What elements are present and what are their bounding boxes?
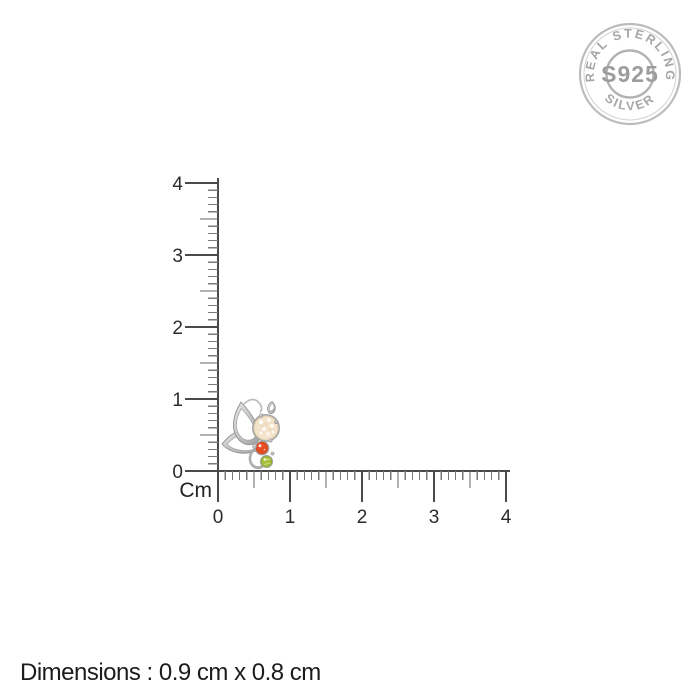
vertical-ruler-label-2: 2 [172,318,183,339]
vertical-ruler-label-0: 0 [172,462,183,483]
vertical-ruler-label-1: 1 [172,390,183,411]
back-wing-outline [243,398,263,413]
seal-arc-bottom-text: SILVER [602,91,658,114]
earring-image [221,398,280,470]
seal-s925-text: S925 [601,61,659,87]
opal-texture [259,418,275,436]
vertical-ruler-label-3: 3 [172,246,183,267]
horizontal-ruler-label-0: 0 [213,507,224,528]
ruler-unit-label: Cm [179,479,212,502]
seal-center-ring [605,49,655,99]
vertical-ruler-label-4: 4 [172,174,183,195]
peridot-stone [259,454,274,469]
horizontal-ruler-label-1: 1 [285,507,296,528]
opal-stone [251,413,280,442]
dimensions-caption: Dimensions : 0.9 cm x 0.8 cm [20,659,321,686]
top-leaf [267,401,276,414]
horizontal-ruler-label-2: 2 [357,507,368,528]
seal-outer-ring [578,22,682,126]
ruler-ticks [185,182,507,502]
bottom-curl-highlight [250,451,256,466]
sterling-silver-seal: REAL STERLING SILVER S925 [578,22,682,126]
seal-outer-ring-inner-line [583,27,677,121]
prong-balls [252,413,279,456]
horizontal-ruler-label-4: 4 [501,507,512,528]
orange-stone [254,440,270,456]
horizontal-ruler-label-3: 3 [429,507,440,528]
